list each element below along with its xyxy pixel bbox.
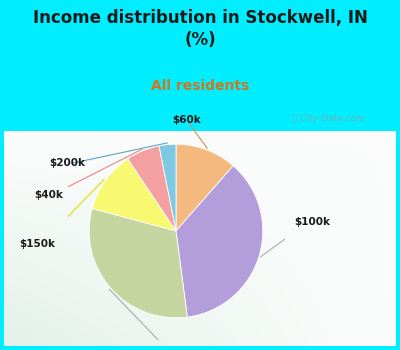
Wedge shape bbox=[176, 144, 233, 231]
Wedge shape bbox=[128, 146, 176, 231]
Text: $60k: $60k bbox=[172, 115, 201, 125]
Wedge shape bbox=[176, 166, 263, 317]
Text: $40k: $40k bbox=[34, 190, 63, 200]
Wedge shape bbox=[159, 144, 176, 231]
Text: $200k: $200k bbox=[50, 158, 86, 168]
Text: Income distribution in Stockwell, IN
(%): Income distribution in Stockwell, IN (%) bbox=[32, 9, 368, 49]
Text: All residents: All residents bbox=[151, 79, 249, 93]
Wedge shape bbox=[92, 159, 176, 231]
Text: ⓘ City-Data.com: ⓘ City-Data.com bbox=[292, 114, 365, 123]
Text: $150k: $150k bbox=[19, 239, 55, 249]
Wedge shape bbox=[89, 209, 187, 318]
Text: $100k: $100k bbox=[294, 217, 330, 227]
